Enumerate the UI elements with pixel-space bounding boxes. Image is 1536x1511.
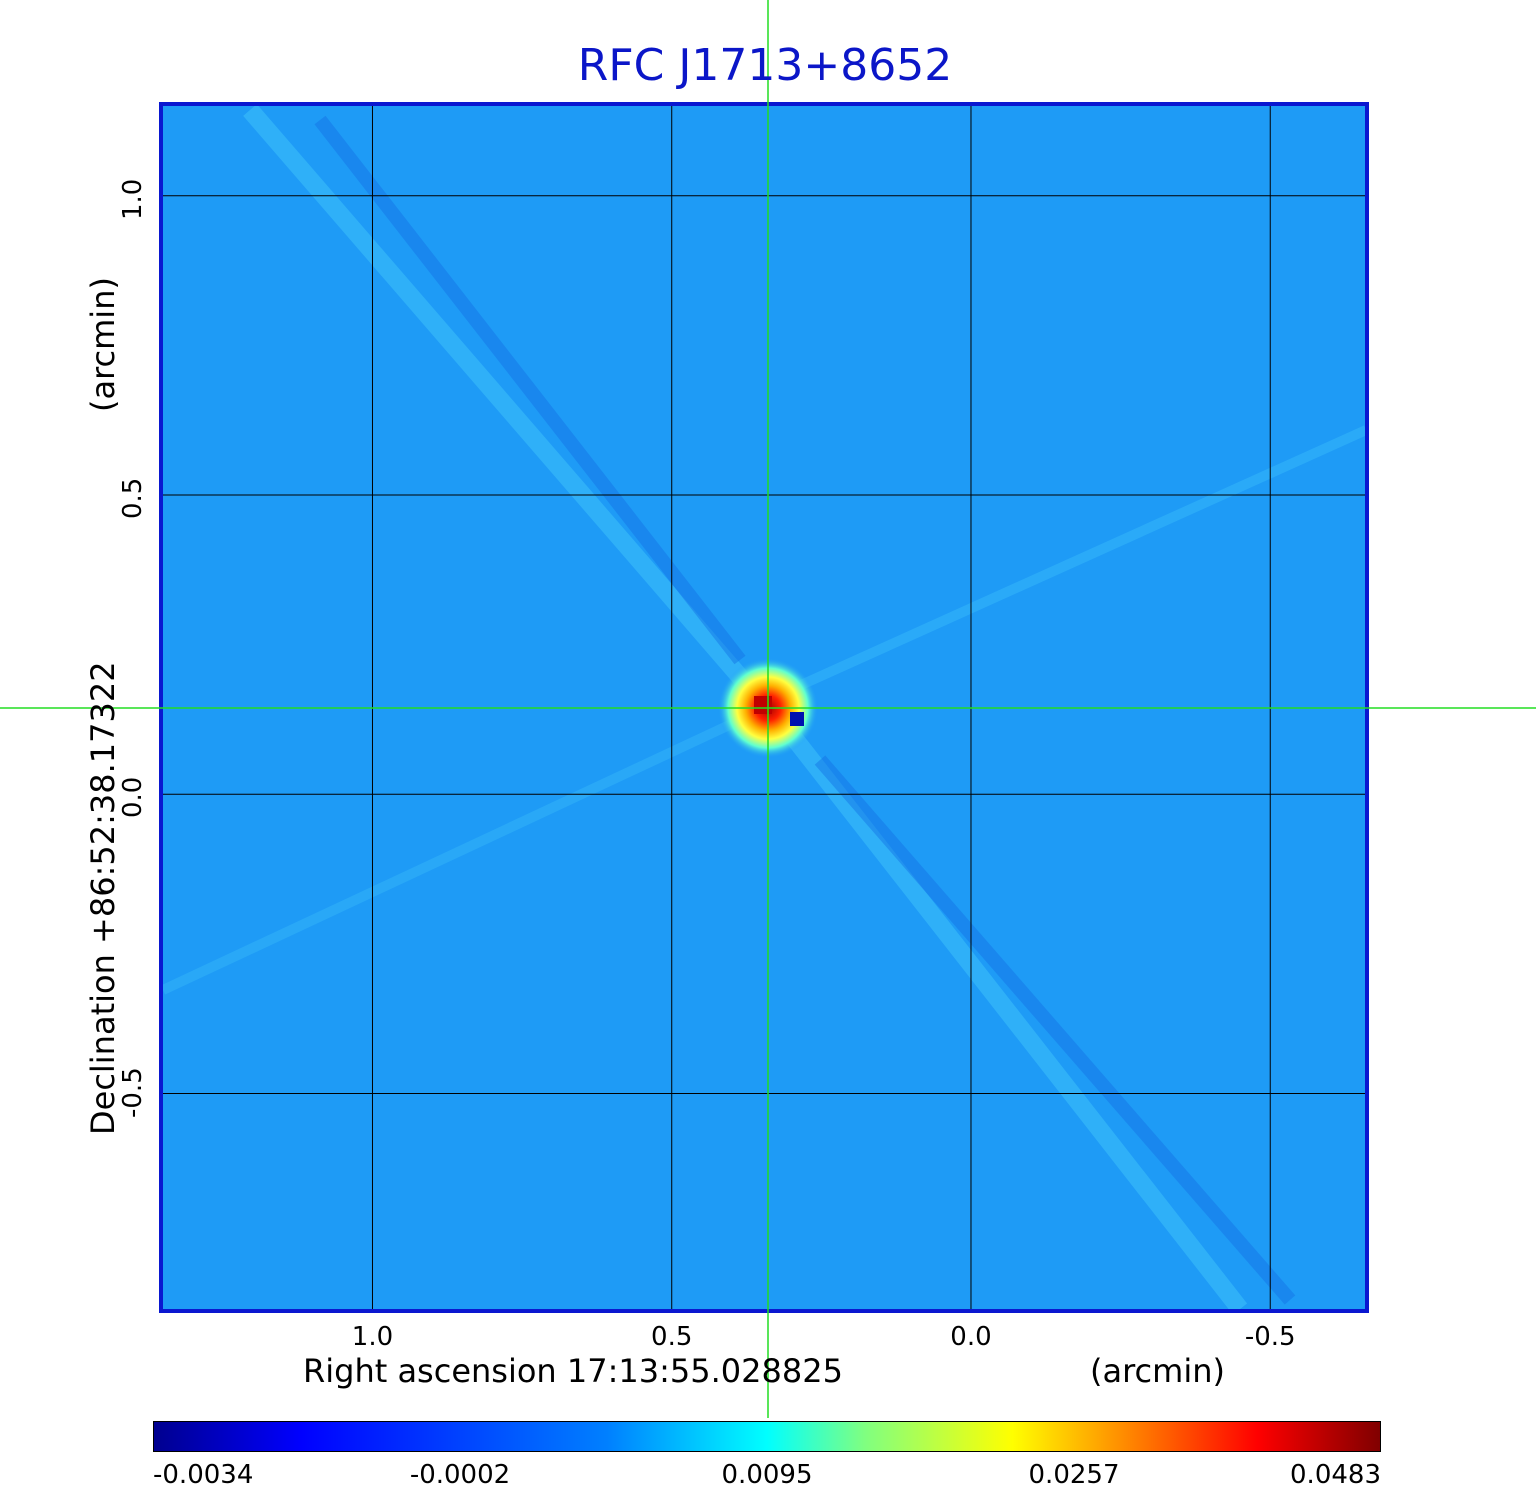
y-axis-unit: (arcmin)	[84, 277, 122, 412]
colorbar-tick-label: 0.0483	[1290, 1460, 1381, 1490]
sidelobe-streak	[772, 714, 1248, 1309]
sidelobe-streak	[814, 755, 1296, 1305]
y-tick-label: 0.0	[118, 776, 148, 819]
y-axis-label: Declination +86:52:38.17322	[84, 661, 122, 1135]
y-tick-label: 1.0	[118, 178, 148, 220]
sidelobe-streak	[243, 106, 767, 706]
colorbar	[153, 1421, 1381, 1452]
x-axis-label: Right ascension 17:13:55.028825	[303, 1352, 843, 1390]
x-tick-label: 1.0	[351, 1322, 394, 1352]
colorbar-tick-label: 0.0095	[721, 1460, 813, 1490]
map-features	[163, 106, 1366, 1309]
colorbar-tick-label: -0.0034	[153, 1460, 254, 1490]
x-axis-unit: (arcmin)	[1090, 1352, 1225, 1390]
source-core	[754, 696, 772, 714]
y-tick-label: -0.5	[118, 1066, 148, 1118]
chart-title: RFC J1713+8652	[577, 40, 953, 91]
x-tick-label: 0.0	[950, 1322, 992, 1352]
sidelobe-streak	[314, 115, 746, 665]
colorbar-tick-label: 0.0257	[1028, 1460, 1120, 1490]
colorbar-tick-label: -0.0002	[409, 1460, 511, 1490]
x-tick-label: 0.5	[651, 1322, 693, 1352]
negative-pixel	[790, 712, 804, 726]
x-tick-label: -0.5	[1244, 1322, 1296, 1352]
y-tick-label: 0.5	[118, 477, 148, 520]
sidelobe-streak	[163, 715, 743, 995]
